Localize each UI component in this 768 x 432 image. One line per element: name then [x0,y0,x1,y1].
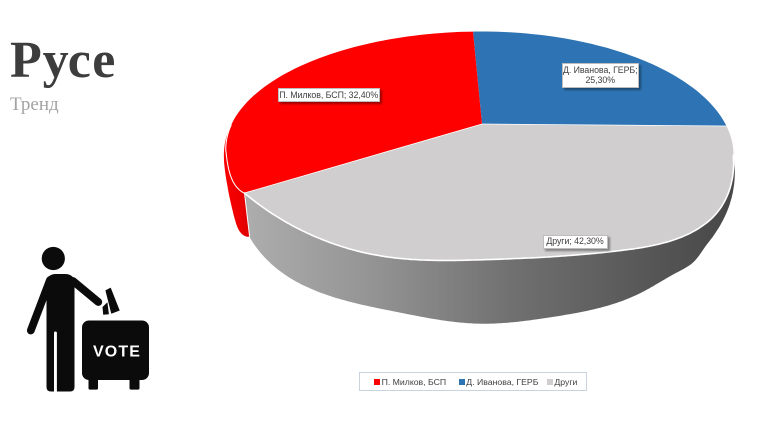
svg-text:VOTE: VOTE [93,344,141,361]
